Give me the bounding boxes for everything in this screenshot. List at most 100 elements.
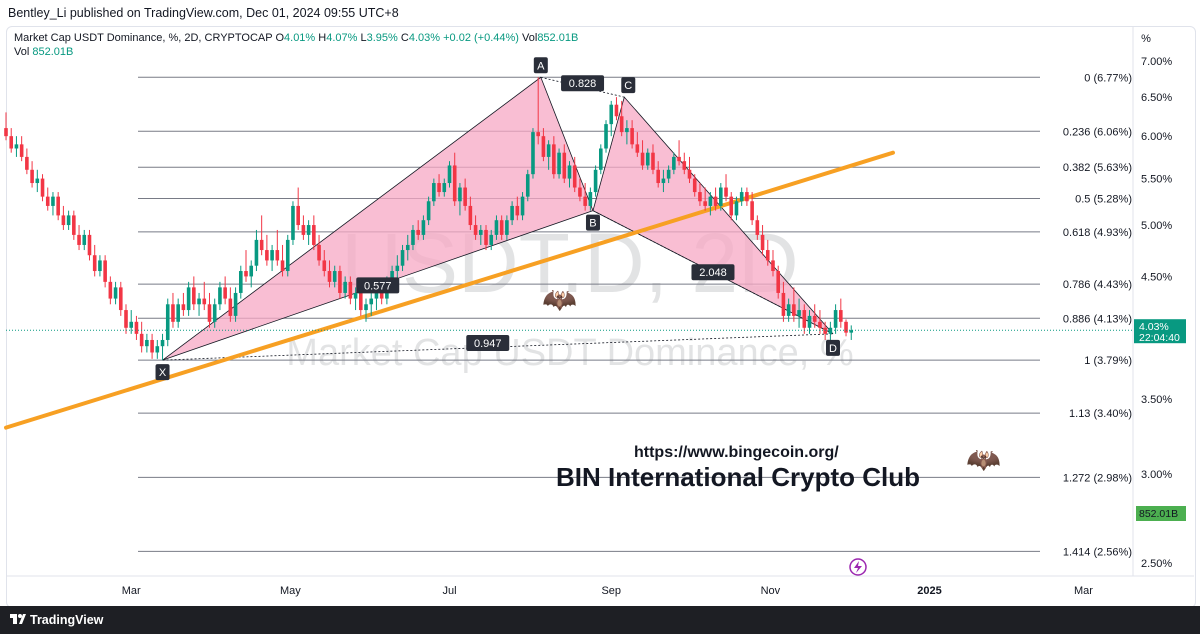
candle-body [165, 304, 170, 340]
point-label-text: B [589, 218, 596, 230]
tradingview-logo-icon[interactable] [10, 612, 26, 626]
point-label-text: X [159, 367, 167, 379]
y-axis-tick-label: 3.50% [1141, 394, 1172, 406]
footer-bar: TradingView [0, 606, 1200, 634]
candle-body [765, 250, 770, 261]
candle-body [176, 304, 180, 322]
point-label-text: D [829, 343, 837, 355]
ratio-label-box [561, 75, 605, 92]
candle-body [19, 144, 24, 157]
fib-level-label: 0 (6.77%) [1084, 72, 1132, 84]
candle-body [238, 271, 243, 293]
pattern-xab [162, 76, 594, 361]
y-axis-tick-label: 5.00% [1141, 220, 1172, 232]
candle-body [677, 156, 681, 162]
candle-body [25, 156, 29, 170]
candle-body [619, 116, 624, 133]
candle-body [745, 192, 749, 202]
footer-brand[interactable]: TradingView [30, 613, 104, 627]
vol-label: Vol [522, 32, 538, 44]
candle-body [390, 271, 394, 282]
candle-body [171, 304, 175, 322]
candle-body [593, 169, 598, 193]
candle-body [160, 339, 165, 347]
pattern-point-a: A [533, 57, 548, 74]
candle-body [552, 144, 556, 175]
y-axis-tick-label: 7.00% [1141, 56, 1172, 68]
candle-body [379, 292, 384, 299]
candle-body [572, 165, 577, 188]
candle-body [155, 346, 160, 353]
candle-body [640, 152, 645, 166]
lightning-bolt [854, 561, 862, 573]
candle-body [411, 229, 415, 245]
candle-body [505, 220, 509, 235]
candle-body [98, 260, 102, 272]
candle-body [484, 229, 488, 245]
candle-body [134, 321, 139, 334]
volume-legend[interactable]: Vol 852.01B [14, 46, 73, 58]
candle-body [520, 196, 525, 216]
candle-body [473, 225, 478, 235]
ratio-label-text: 0.577 [364, 280, 392, 292]
ratio-ac: 0.828 [561, 75, 605, 92]
candle-body [734, 201, 739, 216]
open-label: O [275, 32, 285, 44]
candle-body [92, 255, 97, 272]
percent-scale-button[interactable]: % [1141, 33, 1151, 45]
y-axis-tick-label: 4.50% [1141, 271, 1172, 283]
fib-level-label: 0.886 (4.13%) [1063, 313, 1132, 325]
point-label-box [155, 364, 170, 381]
chart-pane[interactable] [6, 26, 1196, 608]
candle-body [14, 144, 19, 149]
candle-body [244, 271, 248, 277]
high-value: 4.07% [326, 32, 358, 44]
point-label-text: C [624, 80, 632, 92]
candle-body [807, 315, 812, 328]
lightning-icon [849, 558, 867, 576]
x-axis-tick-label: 2025 [917, 585, 941, 597]
low-label: L [360, 32, 367, 44]
candle-body [207, 304, 212, 322]
ratio-xb: 0.577 [356, 277, 400, 294]
candle-body [364, 304, 368, 311]
candle-body [776, 271, 781, 293]
candle-body [750, 201, 754, 221]
ohlc-legend: Market Cap USDT Dominance, %, 2D, CRYPTO… [14, 32, 578, 44]
candle-body [61, 215, 66, 226]
overlay-url: https://www.bingecoin.org/ [634, 444, 839, 461]
candle-body [447, 165, 452, 184]
candle-body [489, 234, 494, 245]
ratio-label-text: 0.828 [569, 78, 597, 90]
candle-body [531, 132, 535, 175]
candle-body [635, 144, 640, 153]
candle-body [280, 260, 285, 272]
symbol-title[interactable]: Market Cap USDT Dominance, %, 2D, CRYPTO… [14, 32, 273, 44]
candle-body [651, 152, 655, 170]
candle-body [599, 148, 603, 170]
candle-body [338, 271, 342, 293]
candle-body [625, 128, 629, 133]
high-label: H [318, 32, 327, 44]
candle-body [56, 196, 60, 216]
candle-body [296, 205, 300, 226]
fib-level-label: 1.13 (3.40%) [1069, 408, 1132, 420]
candle-body [233, 292, 238, 316]
candle-body [760, 234, 765, 251]
candle-body [578, 187, 582, 197]
candle-body [708, 196, 713, 206]
point-label-box [533, 57, 548, 74]
candle-body [192, 287, 196, 305]
candle-body [426, 201, 431, 221]
candle-body [358, 292, 363, 311]
candle-body [781, 292, 786, 316]
candle-body [124, 310, 128, 328]
x-axis-tick-label: Mar [1074, 585, 1093, 597]
y-axis-tick-label: 5.50% [1141, 174, 1172, 186]
candle-body [66, 215, 71, 226]
price-tag-value: 4.03% [1139, 321, 1169, 333]
fib-level-label: 1.272 (2.98%) [1063, 472, 1132, 484]
candle-body [645, 152, 650, 166]
candle-body [588, 192, 593, 206]
